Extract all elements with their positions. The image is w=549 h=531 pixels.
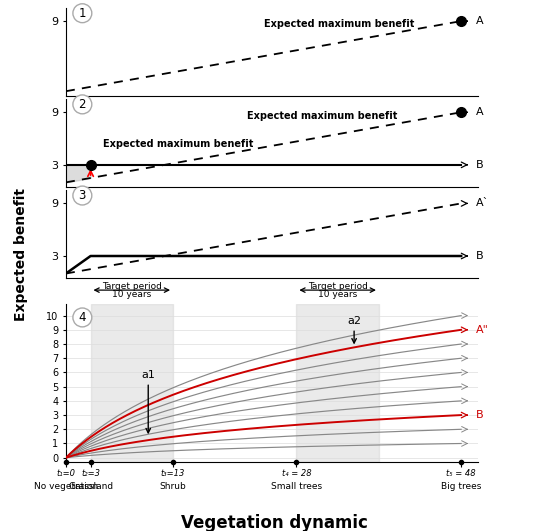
Text: Expected maximum benefit: Expected maximum benefit xyxy=(247,110,397,121)
Text: Big trees: Big trees xyxy=(441,482,481,491)
Text: Expected benefit: Expected benefit xyxy=(14,189,28,321)
Text: 10 years: 10 years xyxy=(112,290,152,299)
Text: t₅ = 48: t₅ = 48 xyxy=(446,469,476,478)
Text: Shrub: Shrub xyxy=(160,482,186,491)
Text: B: B xyxy=(476,160,484,170)
Text: a1: a1 xyxy=(141,370,155,433)
Text: Expected maximum benefit: Expected maximum benefit xyxy=(103,139,253,149)
Text: No vegetation: No vegetation xyxy=(34,482,98,491)
Text: a2: a2 xyxy=(347,315,361,343)
Text: t₂=3: t₂=3 xyxy=(81,469,100,478)
Text: Vegetation dynamic: Vegetation dynamic xyxy=(181,515,368,531)
Text: 10 years: 10 years xyxy=(318,290,357,299)
Text: A: A xyxy=(476,107,484,117)
Text: t₁=0: t₁=0 xyxy=(57,469,75,478)
Text: 4: 4 xyxy=(79,311,86,324)
Text: Target period: Target period xyxy=(307,282,368,291)
Text: A`: A` xyxy=(476,199,489,209)
Text: t₄ = 28: t₄ = 28 xyxy=(282,469,311,478)
Bar xyxy=(296,304,379,462)
Text: B: B xyxy=(476,410,484,420)
Bar xyxy=(91,304,173,462)
Text: Expected maximum benefit: Expected maximum benefit xyxy=(264,19,414,29)
Text: 2: 2 xyxy=(79,98,86,111)
Text: A: A xyxy=(476,16,484,26)
Text: 3: 3 xyxy=(79,189,86,202)
Text: Small trees: Small trees xyxy=(271,482,322,491)
Text: Grassland: Grassland xyxy=(68,482,113,491)
Text: Target period: Target period xyxy=(102,282,162,291)
Text: B: B xyxy=(476,251,484,261)
Text: t₃=13: t₃=13 xyxy=(161,469,185,478)
Text: A": A" xyxy=(476,325,489,335)
Text: 1: 1 xyxy=(79,7,86,20)
